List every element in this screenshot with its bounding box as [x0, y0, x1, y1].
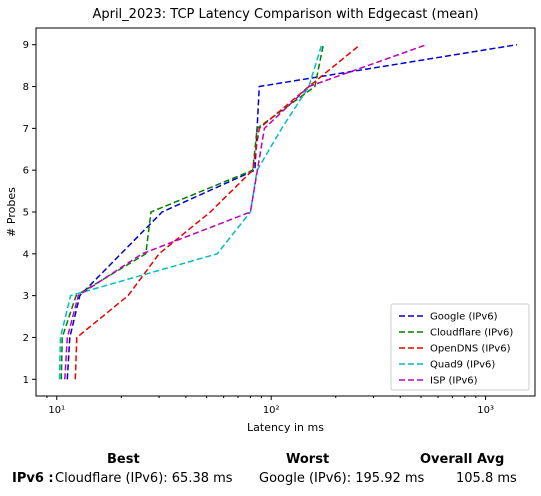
x-tick-label: 10²	[263, 405, 280, 416]
series-line	[66, 43, 518, 380]
legend-label: Google (IPv6)	[430, 312, 498, 323]
y-axis-label: # Probes	[5, 187, 18, 237]
series-line	[64, 43, 427, 380]
y-tick-label: 9	[23, 40, 29, 51]
y-axis-ticks: 1 2 3 4 5 6 7 8 9	[23, 40, 36, 386]
y-tick-label: 6	[23, 166, 29, 177]
series-line	[58, 44, 323, 380]
y-tick-label: 3	[23, 291, 29, 302]
summary-best-value: Cloudflare (IPv6): 65.38 ms	[55, 471, 233, 486]
legend: Google (IPv6) Cloudflare (IPv6) OpenDNS (I…	[390, 303, 530, 391]
y-tick-label: 2	[23, 333, 29, 344]
chart-title: April_2023: TCP Latency Comparison with …	[92, 7, 478, 22]
y-tick-label: 7	[23, 124, 29, 135]
legend-label: Cloudflare (IPv6)	[430, 328, 513, 339]
summary-worst-header: Worst	[286, 452, 330, 467]
y-tick-label: 5	[23, 208, 29, 219]
y-tick-label: 4	[23, 249, 29, 260]
legend-label: OpenDNS (IPv6)	[430, 344, 511, 355]
x-tick-label: 10¹	[48, 405, 65, 416]
series-line	[60, 44, 325, 380]
series-line	[74, 44, 361, 380]
y-tick-label: 1	[23, 375, 29, 386]
summary-worst-value: Google (IPv6): 195.92 ms	[259, 471, 425, 486]
y-tick-label: 8	[23, 82, 29, 93]
summary-avg-header: Overall Avg	[420, 452, 505, 467]
x-tick-label: 10³	[477, 405, 494, 416]
summary-avg-value: 105.8 ms	[456, 471, 517, 486]
summary-best-header: Best	[107, 452, 140, 467]
x-axis-label: Latency in ms	[247, 421, 324, 434]
legend-frame	[390, 303, 530, 391]
x-axis-ticks: 10¹ 10² 10³	[46, 396, 494, 416]
summary-row-label: IPv6 :	[12, 471, 54, 486]
series-lines	[58, 43, 518, 380]
legend-label: Quad9 (IPv6)	[430, 360, 495, 371]
legend-label: ISP (IPv6)	[430, 376, 478, 387]
latency-chart: April_2023: TCP Latency Comparison with …	[5, 7, 536, 434]
